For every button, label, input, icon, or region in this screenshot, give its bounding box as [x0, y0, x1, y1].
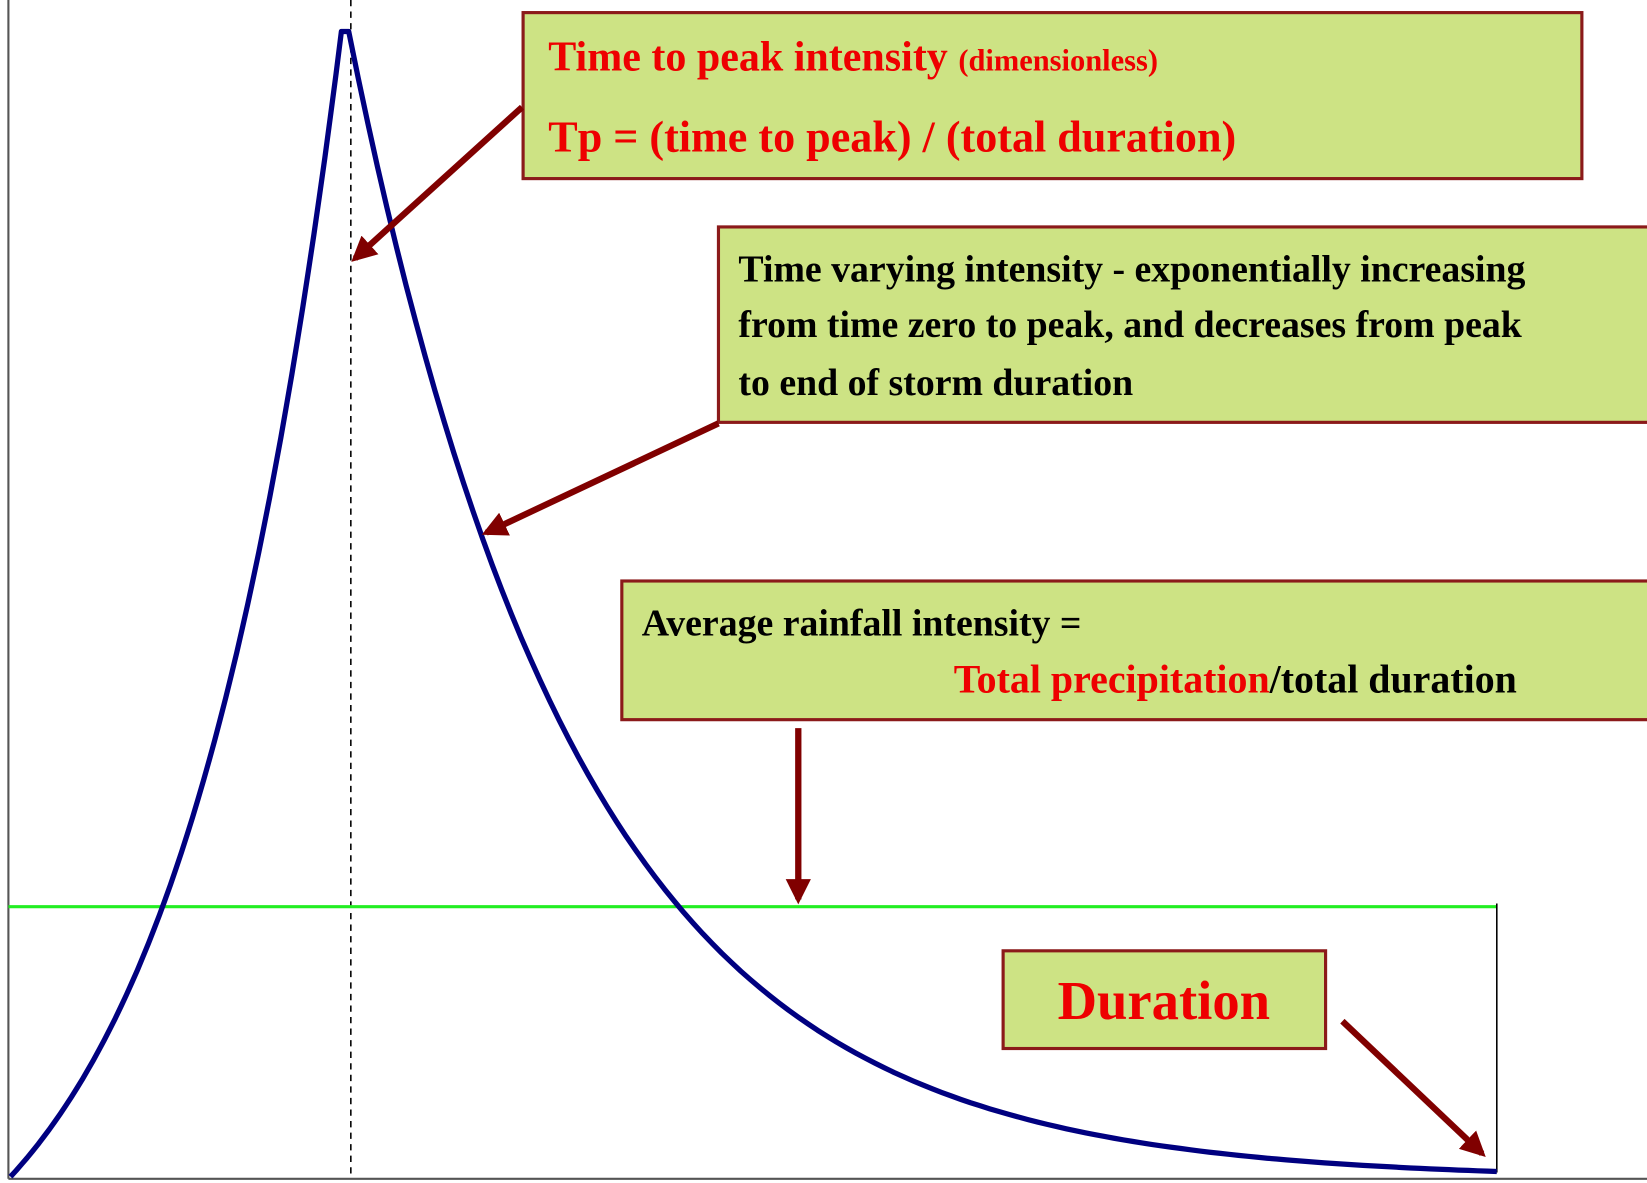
duration-label: Duration [1058, 970, 1270, 1031]
varying-line: from time zero to peak, and decreases fr… [738, 304, 1521, 346]
average-denominator: /total duration [1269, 656, 1517, 701]
duration-box [1001, 949, 1328, 1051]
average-line1: Average rainfall intensity = [642, 603, 1082, 645]
arrow [481, 420, 720, 536]
varying-box [716, 225, 1647, 424]
average-box [620, 579, 1647, 722]
peak-formula: Tp = (time to peak) / (total duration) [548, 112, 1236, 161]
peak-note: (dimensionless) [958, 43, 1158, 77]
intensity-curve [8, 28, 1497, 1179]
peak-title-text: Time to peak intensity [548, 34, 948, 80]
arrow [1340, 1018, 1486, 1158]
peak-title: Time to peak intensity (dimensionless) [548, 34, 1158, 80]
average-line2: Total precipitation/total duration [954, 656, 1517, 701]
average-numerator: Total precipitation [954, 656, 1270, 701]
content: Time to peak intensity (dimensionless) T… [7, 0, 1647, 1180]
varying-line: Time varying intensity - exponentially i… [738, 249, 1525, 291]
arrow [351, 104, 525, 262]
peak-box [521, 11, 1584, 181]
varying-line: to end of storm duration [738, 362, 1133, 404]
